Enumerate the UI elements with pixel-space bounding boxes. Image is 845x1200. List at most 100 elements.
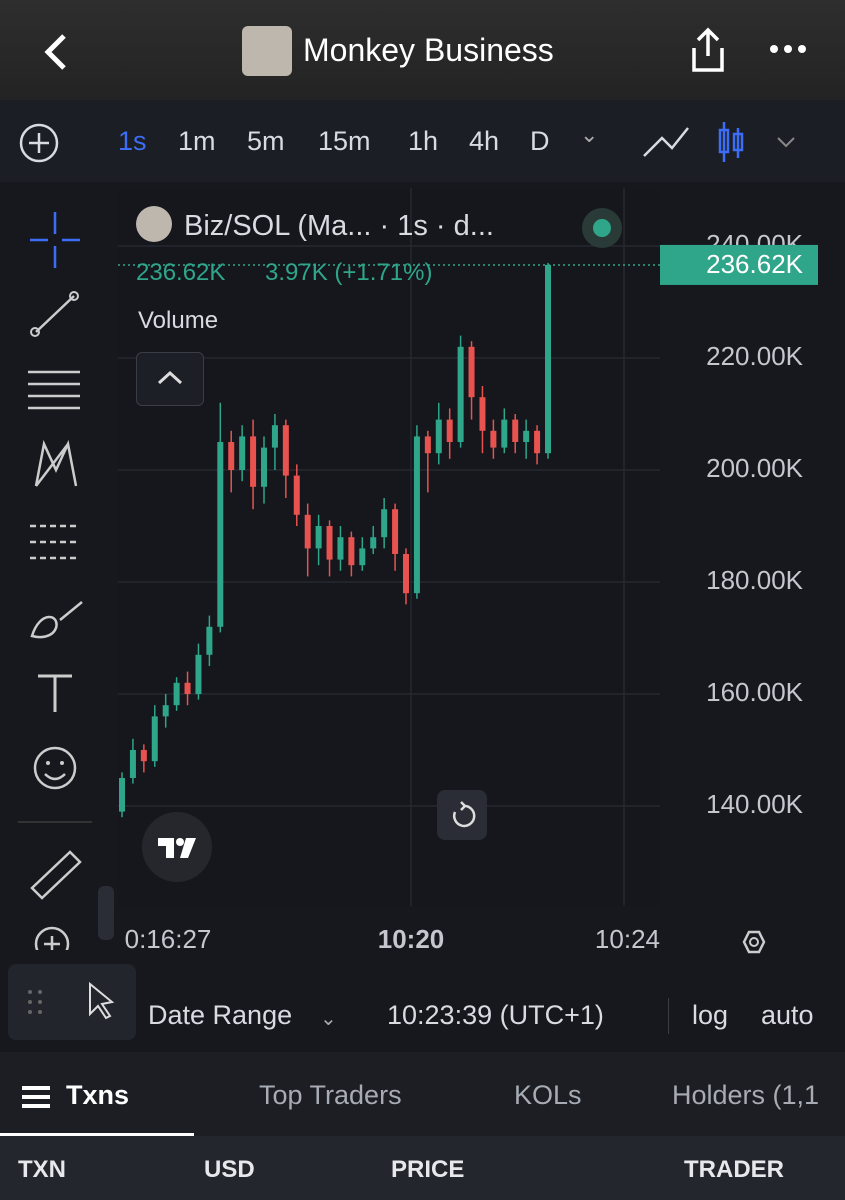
candle-body <box>534 430 541 454</box>
table-header <box>0 1136 845 1200</box>
tab-icon <box>22 1086 50 1090</box>
candle-body <box>501 419 508 448</box>
timezone[interactable]: 10:23:39 (UTC+1) <box>387 1000 604 1030</box>
interval-caret: ⌄ <box>580 122 599 147</box>
panel-toggle[interactable] <box>98 886 114 940</box>
tab[interactable]: KOLs <box>514 1080 582 1110</box>
interval-option[interactable]: 1h <box>408 126 439 156</box>
collapse-button[interactable] <box>136 352 204 406</box>
candle-body <box>348 537 355 566</box>
pair-title: Biz/SOL (Ma... · 1s · d... <box>184 210 494 242</box>
active-tab-underline <box>0 1133 194 1136</box>
token-avatar <box>242 26 292 76</box>
candle-body <box>403 553 409 594</box>
candle-body <box>140 749 147 762</box>
candle-body <box>261 447 267 487</box>
candle-body <box>457 346 464 443</box>
candle-body <box>119 777 125 812</box>
column-header[interactable]: PRICE <box>391 1156 465 1183</box>
candle-body <box>129 749 136 778</box>
candle-body <box>162 705 169 717</box>
date-range[interactable]: Date Range <box>148 1000 293 1030</box>
candle-body <box>206 626 213 655</box>
column-header[interactable]: TXN <box>18 1156 66 1183</box>
candle-body <box>446 419 453 443</box>
candle-body <box>545 264 551 454</box>
divider <box>668 998 669 1034</box>
candle-body <box>479 397 486 431</box>
candle-body <box>151 716 158 762</box>
log-toggle[interactable]: log <box>692 1000 729 1030</box>
candle-body <box>228 442 235 471</box>
y-tick-label: 220.00K <box>706 341 804 371</box>
share-button[interactable] <box>688 26 728 76</box>
y-tick-label: 180.00K <box>706 565 804 595</box>
cursor-tool[interactable] <box>8 964 136 1040</box>
candle-body <box>413 436 420 594</box>
candle-body <box>250 436 257 487</box>
candle-body <box>195 654 202 694</box>
more-button[interactable] <box>768 42 808 56</box>
add-indicator[interactable] <box>18 122 60 164</box>
y-tick-label: 200.00K <box>706 453 804 483</box>
toolbar <box>0 100 845 182</box>
candle-body <box>359 548 366 566</box>
column-header[interactable]: USD <box>204 1156 255 1183</box>
auto-toggle[interactable]: auto <box>761 1000 814 1030</box>
interval-option[interactable]: 1s <box>118 126 147 156</box>
indicator-label: Volume <box>138 307 219 334</box>
candle-body <box>304 514 311 549</box>
candle-body <box>239 436 246 471</box>
y-tick-label: 240.00K <box>706 229 804 259</box>
interval-option[interactable]: D <box>530 126 550 156</box>
y-tick-label: 140.00K <box>706 789 804 819</box>
settings-button[interactable] <box>734 924 774 960</box>
chart-type-icons <box>643 122 795 162</box>
column-header[interactable]: TRADER <box>684 1156 784 1183</box>
candle-body <box>293 475 300 515</box>
candle-body <box>512 419 519 443</box>
candle-body <box>370 537 377 549</box>
candle-body <box>523 430 530 443</box>
candle-body <box>271 425 278 448</box>
tab[interactable]: Txns <box>66 1080 130 1110</box>
candle-body <box>315 526 322 549</box>
candle-body <box>282 425 289 476</box>
candle-body <box>184 682 191 694</box>
x-tick-label: 10:20 <box>378 924 445 954</box>
drawing-tools <box>18 212 92 950</box>
pair-avatar <box>136 206 172 242</box>
tv-logo <box>142 812 212 882</box>
interval-option[interactable]: 4h <box>469 126 500 156</box>
back-button[interactable] <box>38 30 74 74</box>
x-tick-label: 0:16:27 <box>125 924 212 954</box>
interval-option[interactable]: 1m <box>178 126 216 156</box>
last-price-tag <box>660 244 818 285</box>
y-tick-label: 160.00K <box>706 677 804 707</box>
candle-body <box>381 509 388 538</box>
candle-body <box>424 436 431 454</box>
reset-button[interactable] <box>437 790 487 840</box>
candle-body <box>337 537 344 560</box>
tab[interactable]: Holders (1,1 <box>672 1080 820 1110</box>
candle-body <box>392 509 399 554</box>
chart-background <box>118 188 660 906</box>
last-price-label: 236.62K <box>706 249 804 279</box>
date-range-caret: ⌄ <box>320 1008 337 1030</box>
candle-body <box>173 682 180 706</box>
interval-option[interactable]: 15m <box>318 126 371 156</box>
tab[interactable]: Top Traders <box>259 1080 402 1110</box>
candle-body <box>490 430 497 448</box>
column-list: TXN USD PRICE TRADER <box>0 1136 845 1200</box>
candle-body <box>435 419 442 454</box>
tab-bar: Txns Top Traders KOLs Holders (1,1 <box>0 1060 845 1132</box>
interval-option[interactable]: 5m <box>247 126 285 156</box>
status-indicator <box>582 208 622 248</box>
top-bar <box>0 0 845 100</box>
x-tick-label: 10:24 <box>595 924 660 954</box>
change: 3.97K (+1.71%) <box>265 259 433 286</box>
candle-body <box>468 346 475 398</box>
candle-body <box>326 526 333 560</box>
candle-body <box>217 442 224 627</box>
